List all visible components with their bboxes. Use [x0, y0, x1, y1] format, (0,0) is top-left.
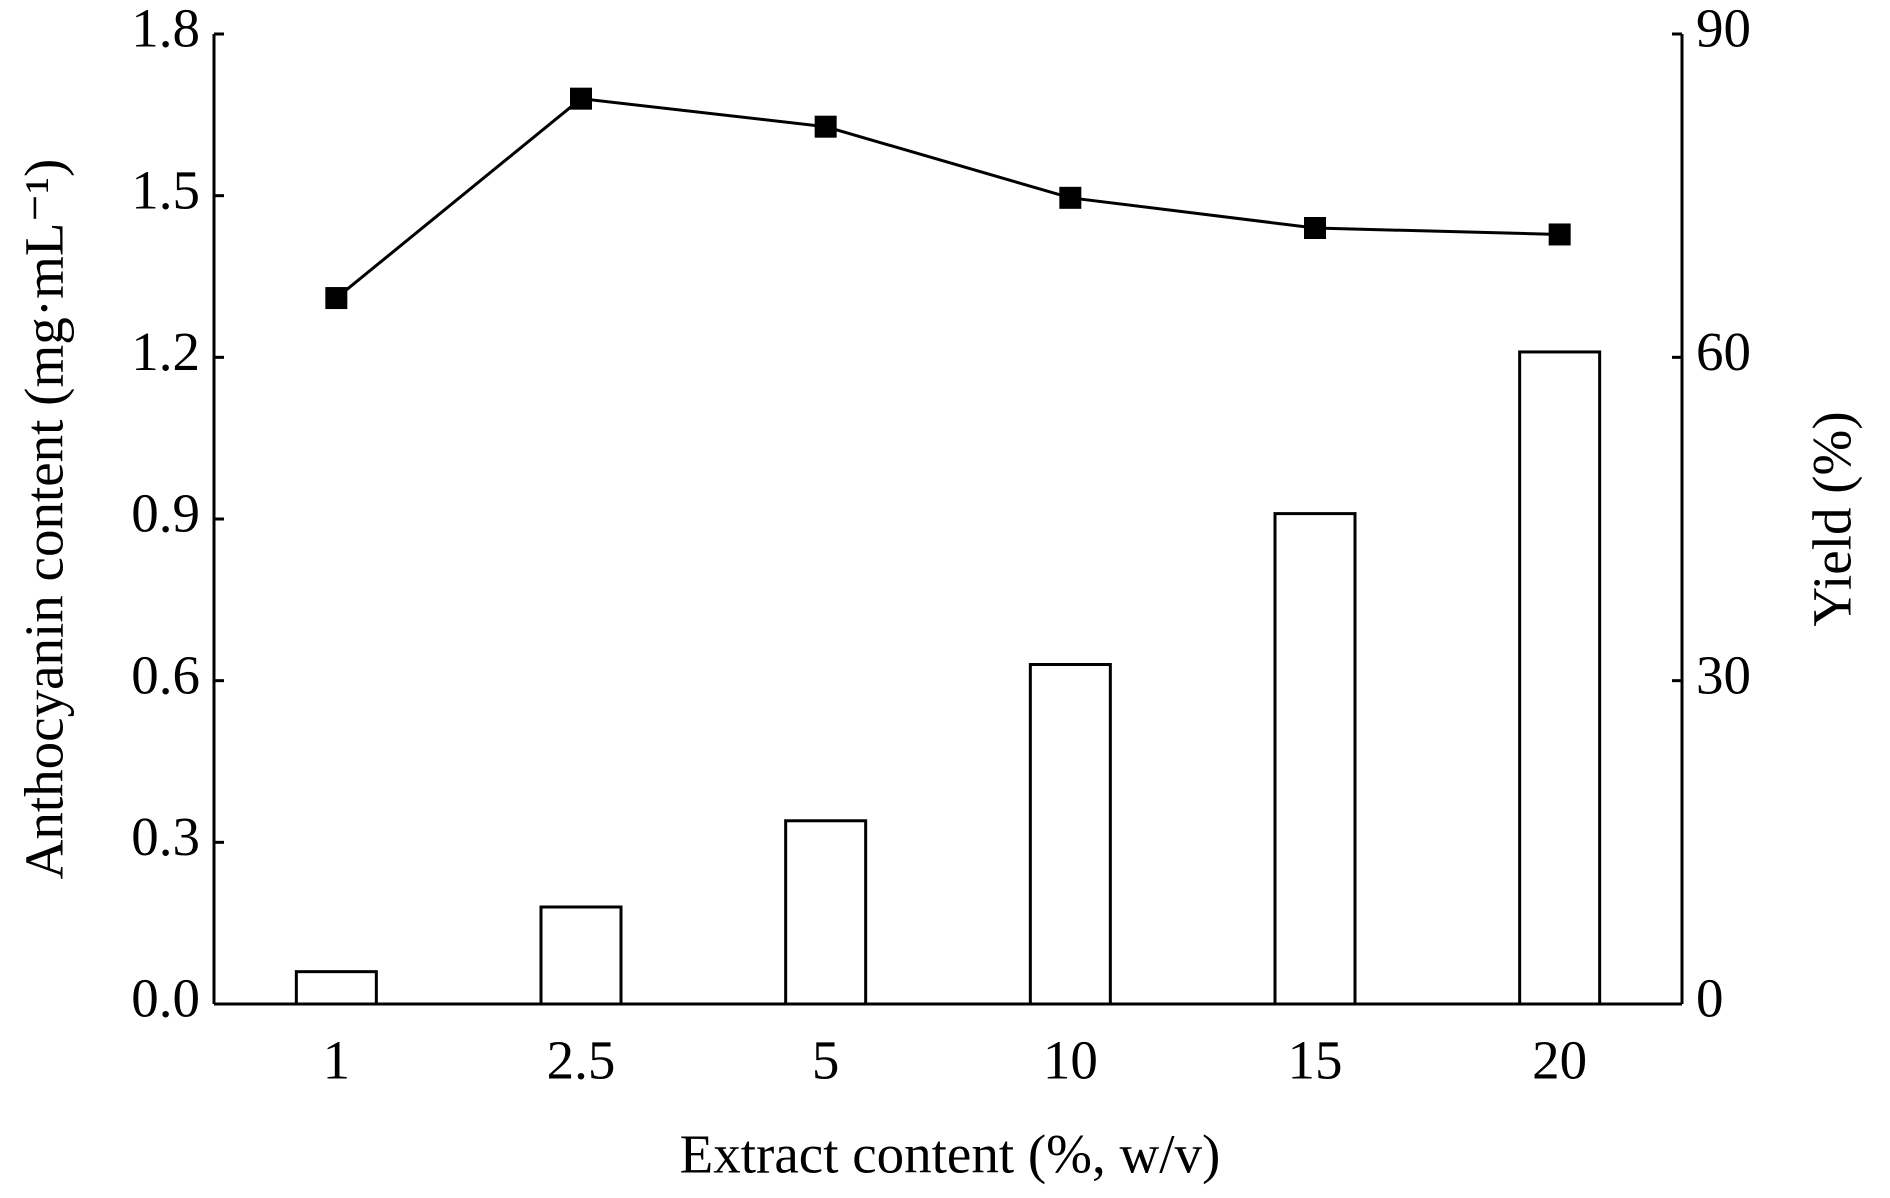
y2-tick-label: 30 [1696, 644, 1751, 705]
y-tick-label: 0.3 [131, 806, 200, 867]
y2-tick-label: 90 [1696, 0, 1751, 59]
x-tick-label: 1 [323, 1030, 351, 1091]
marker [814, 115, 837, 138]
marker [570, 87, 592, 110]
y2-tick-label: 60 [1696, 321, 1751, 382]
bar [1518, 350, 1602, 1006]
y-tick-label: 0.6 [131, 644, 200, 705]
y2-tick-label: 0 [1696, 968, 1724, 1029]
x-axis-label: Extract content (%, w/v) [680, 1124, 1221, 1185]
x-tick-label: 20 [1532, 1030, 1587, 1091]
x-tick-label: 10 [1043, 1030, 1098, 1091]
bar [1028, 663, 1112, 1006]
x-tick-label: 15 [1288, 1030, 1343, 1091]
y-tick-label: 1.2 [131, 321, 200, 382]
x-tick-label: 2.5 [547, 1030, 616, 1091]
y-tick-label: 1.5 [131, 159, 200, 220]
bar [294, 970, 378, 1006]
marker [1548, 223, 1571, 246]
bar [539, 905, 623, 1006]
y-tick-label: 0.0 [131, 968, 200, 1029]
marker [325, 287, 348, 310]
bar [1273, 512, 1357, 1006]
bar [784, 819, 868, 1006]
marker [1059, 186, 1082, 209]
y-tick-label: 0.9 [131, 483, 200, 544]
marker [1304, 217, 1326, 239]
y2-axis-label: Yield (%) [1802, 411, 1863, 626]
x-tick-label: 5 [812, 1030, 840, 1091]
line [335, 97, 1560, 300]
y-tick-label: 1.8 [131, 0, 200, 59]
y-axis-label: Anthocyanin content (mg·mL⁻¹) [14, 159, 75, 880]
